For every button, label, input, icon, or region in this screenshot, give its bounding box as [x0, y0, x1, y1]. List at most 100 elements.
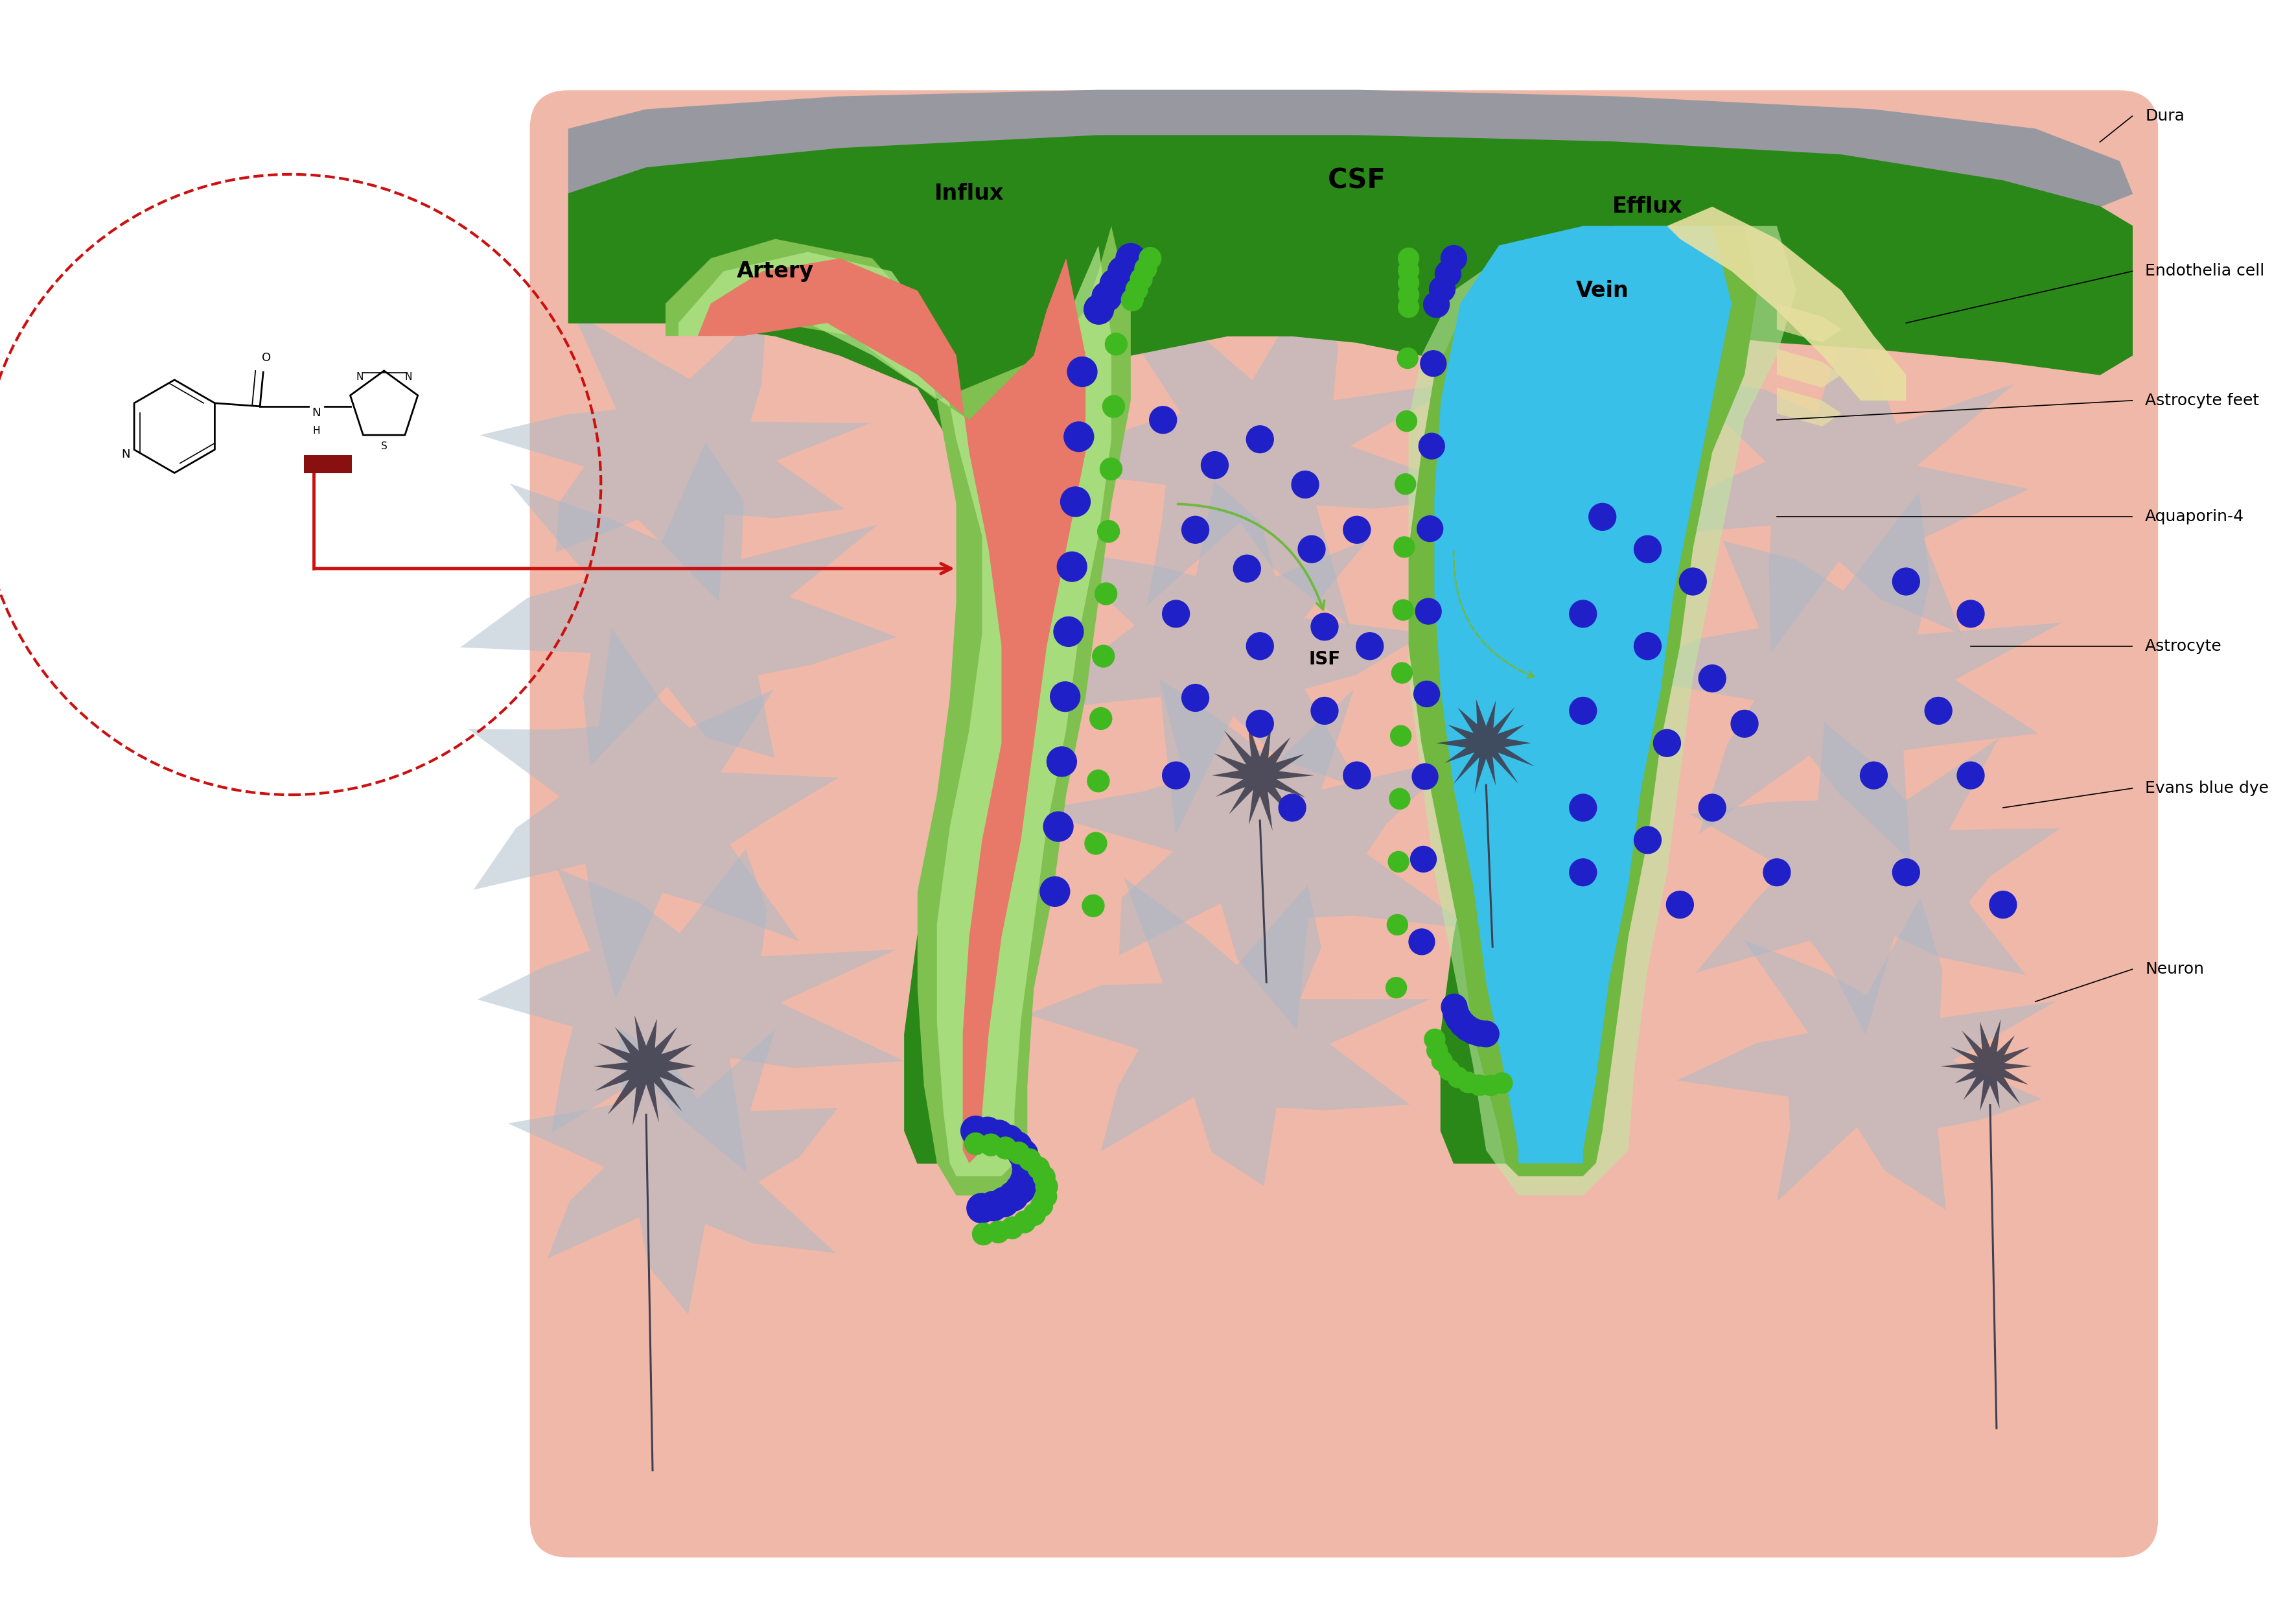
Circle shape — [1134, 257, 1157, 280]
FancyBboxPatch shape — [530, 91, 2158, 1558]
Text: Astrocyte: Astrocyte — [2144, 639, 2223, 654]
Circle shape — [1047, 748, 1077, 777]
Circle shape — [1201, 451, 1228, 479]
Circle shape — [1892, 859, 1919, 887]
Circle shape — [1442, 1000, 1469, 1026]
Circle shape — [1442, 993, 1467, 1019]
Text: N: N — [356, 372, 363, 382]
Circle shape — [1116, 243, 1146, 273]
Circle shape — [1924, 697, 1952, 725]
Circle shape — [1008, 1142, 1029, 1163]
Circle shape — [1481, 1074, 1502, 1095]
Circle shape — [1398, 348, 1419, 369]
Circle shape — [1162, 762, 1189, 790]
Circle shape — [1635, 536, 1662, 563]
Circle shape — [1440, 1060, 1460, 1081]
Text: N: N — [122, 448, 131, 461]
Circle shape — [1095, 582, 1116, 605]
Circle shape — [1956, 600, 1984, 628]
Circle shape — [1100, 269, 1130, 299]
Circle shape — [1460, 1018, 1486, 1044]
Circle shape — [1956, 762, 1984, 790]
Polygon shape — [1777, 304, 1841, 343]
Circle shape — [1467, 1021, 1492, 1047]
Polygon shape — [569, 91, 2133, 207]
Polygon shape — [1033, 678, 1474, 1031]
Circle shape — [1387, 914, 1407, 935]
Circle shape — [1570, 697, 1596, 725]
Circle shape — [1988, 892, 2016, 919]
Circle shape — [1410, 929, 1435, 955]
Circle shape — [1667, 892, 1694, 919]
Polygon shape — [1777, 388, 1841, 427]
Circle shape — [1033, 1167, 1056, 1188]
Text: Aquaporin-4: Aquaporin-4 — [2144, 510, 2245, 524]
Circle shape — [1006, 1175, 1035, 1204]
Circle shape — [1042, 812, 1072, 841]
Circle shape — [990, 1188, 1019, 1217]
Polygon shape — [677, 246, 1111, 1176]
Circle shape — [1417, 516, 1442, 542]
Circle shape — [1430, 277, 1456, 303]
Circle shape — [1247, 710, 1274, 738]
Circle shape — [1394, 537, 1414, 557]
Polygon shape — [478, 849, 905, 1173]
Circle shape — [1125, 278, 1148, 301]
Circle shape — [1446, 1006, 1472, 1032]
Circle shape — [1031, 1194, 1052, 1217]
Circle shape — [1035, 1176, 1058, 1197]
Circle shape — [1150, 406, 1176, 434]
Polygon shape — [569, 136, 2133, 1163]
Circle shape — [1008, 1139, 1038, 1170]
Polygon shape — [569, 1474, 2119, 1519]
Circle shape — [1013, 1210, 1035, 1233]
Circle shape — [1391, 725, 1412, 746]
Circle shape — [1424, 291, 1449, 317]
Circle shape — [1343, 762, 1371, 790]
Polygon shape — [1033, 290, 1490, 626]
Polygon shape — [459, 442, 898, 767]
Polygon shape — [1407, 227, 1756, 1176]
Circle shape — [1120, 290, 1143, 311]
Circle shape — [1389, 788, 1410, 809]
Polygon shape — [507, 1027, 838, 1314]
Text: Dura: Dura — [2144, 108, 2183, 125]
Circle shape — [1049, 681, 1079, 712]
Circle shape — [1162, 600, 1189, 628]
Circle shape — [1389, 851, 1410, 872]
Circle shape — [1013, 1149, 1042, 1178]
Circle shape — [1013, 1157, 1042, 1186]
Circle shape — [1297, 536, 1325, 563]
Circle shape — [1081, 895, 1104, 917]
Text: Endothelia cell: Endothelia cell — [2144, 264, 2264, 278]
Circle shape — [1061, 487, 1091, 516]
Circle shape — [1433, 1050, 1453, 1071]
Circle shape — [1456, 1016, 1481, 1040]
Circle shape — [1421, 351, 1446, 377]
Text: CSF: CSF — [1327, 167, 1387, 194]
Circle shape — [1247, 426, 1274, 453]
Circle shape — [1398, 260, 1419, 282]
Circle shape — [1233, 555, 1261, 582]
Circle shape — [1040, 877, 1070, 906]
Circle shape — [1024, 1204, 1045, 1225]
Circle shape — [974, 1223, 994, 1244]
Circle shape — [1446, 1066, 1467, 1087]
Circle shape — [1056, 552, 1086, 581]
Circle shape — [960, 1116, 990, 1146]
Circle shape — [1279, 794, 1306, 822]
Circle shape — [978, 1191, 1008, 1222]
Text: N: N — [404, 372, 413, 382]
Circle shape — [1570, 600, 1596, 628]
Polygon shape — [1407, 227, 1795, 1196]
Circle shape — [1343, 516, 1371, 544]
Circle shape — [1699, 794, 1727, 822]
Circle shape — [1653, 730, 1681, 757]
Circle shape — [1068, 358, 1097, 387]
Circle shape — [1063, 422, 1093, 451]
Text: Vein: Vein — [1575, 280, 1628, 301]
Circle shape — [1410, 846, 1437, 872]
Circle shape — [980, 1134, 1001, 1155]
Circle shape — [1139, 248, 1162, 269]
Circle shape — [1311, 613, 1339, 641]
